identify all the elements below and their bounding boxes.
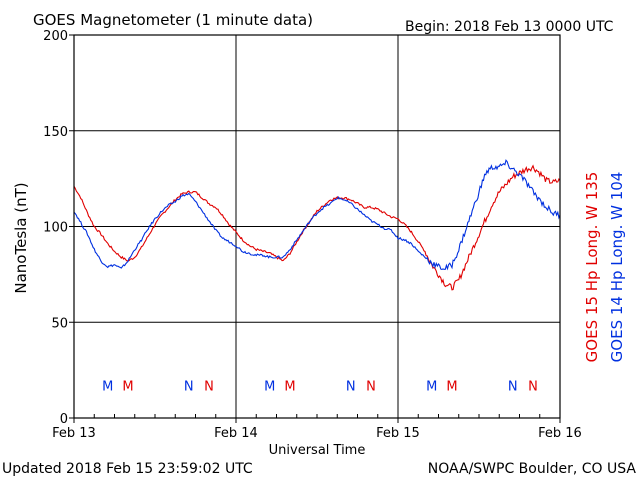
noon-midnight-marker: M — [446, 379, 457, 394]
noon-midnight-marker: M — [426, 379, 437, 394]
noon-midnight-marker: N — [184, 379, 194, 394]
noon-midnight-marker: M — [102, 379, 113, 394]
legend-goes15: GOES 15 Hp Long. W 135 — [583, 172, 601, 363]
noon-midnight-marker: M — [284, 379, 295, 394]
noon-midnight-marker: N — [346, 379, 356, 394]
y-tick-label: 50 — [51, 316, 68, 331]
noon-midnight-marker: N — [528, 379, 538, 394]
x-tick-label: Feb 13 — [52, 426, 96, 441]
series-line — [73, 164, 561, 291]
x-axis-label: Universal Time — [269, 443, 366, 458]
chart-title: GOES Magnetometer (1 minute data) — [33, 11, 313, 29]
x-tick-label: Feb 15 — [376, 426, 420, 441]
updated-timestamp: Updated 2018 Feb 15 23:59:02 UTC — [2, 461, 253, 477]
grid-lines — [74, 35, 560, 418]
y-tick-label: 150 — [43, 125, 68, 140]
noon-midnight-marker: N — [366, 379, 376, 394]
legend-goes14: GOES 14 Hp Long. W 104 — [608, 172, 626, 363]
noon-midnight-marker: M — [122, 379, 133, 394]
y-axis-label: NanoTesla (nT) — [12, 182, 30, 293]
begin-time: Begin: 2018 Feb 13 0000 UTC — [405, 19, 614, 35]
y-tick-label: 0 — [60, 412, 68, 427]
series-line — [73, 159, 561, 271]
y-tick-label: 100 — [43, 221, 68, 236]
noon-midnight-marker: M — [264, 379, 275, 394]
series-layer — [73, 159, 561, 291]
y-tick-label: 200 — [43, 29, 68, 44]
credit: NOAA/SWPC Boulder, CO USA — [428, 461, 637, 477]
noon-midnight-marker: N — [508, 379, 518, 394]
x-tick-label: Feb 16 — [538, 426, 582, 441]
y-axis-ticks: 0 50 100 150 200 — [43, 29, 74, 427]
x-tick-label: Feb 14 — [214, 426, 258, 441]
x-axis-ticks: Feb 13 Feb 14 Feb 15 Feb 16 — [52, 410, 582, 441]
noon-midnight-marker: N — [204, 379, 214, 394]
